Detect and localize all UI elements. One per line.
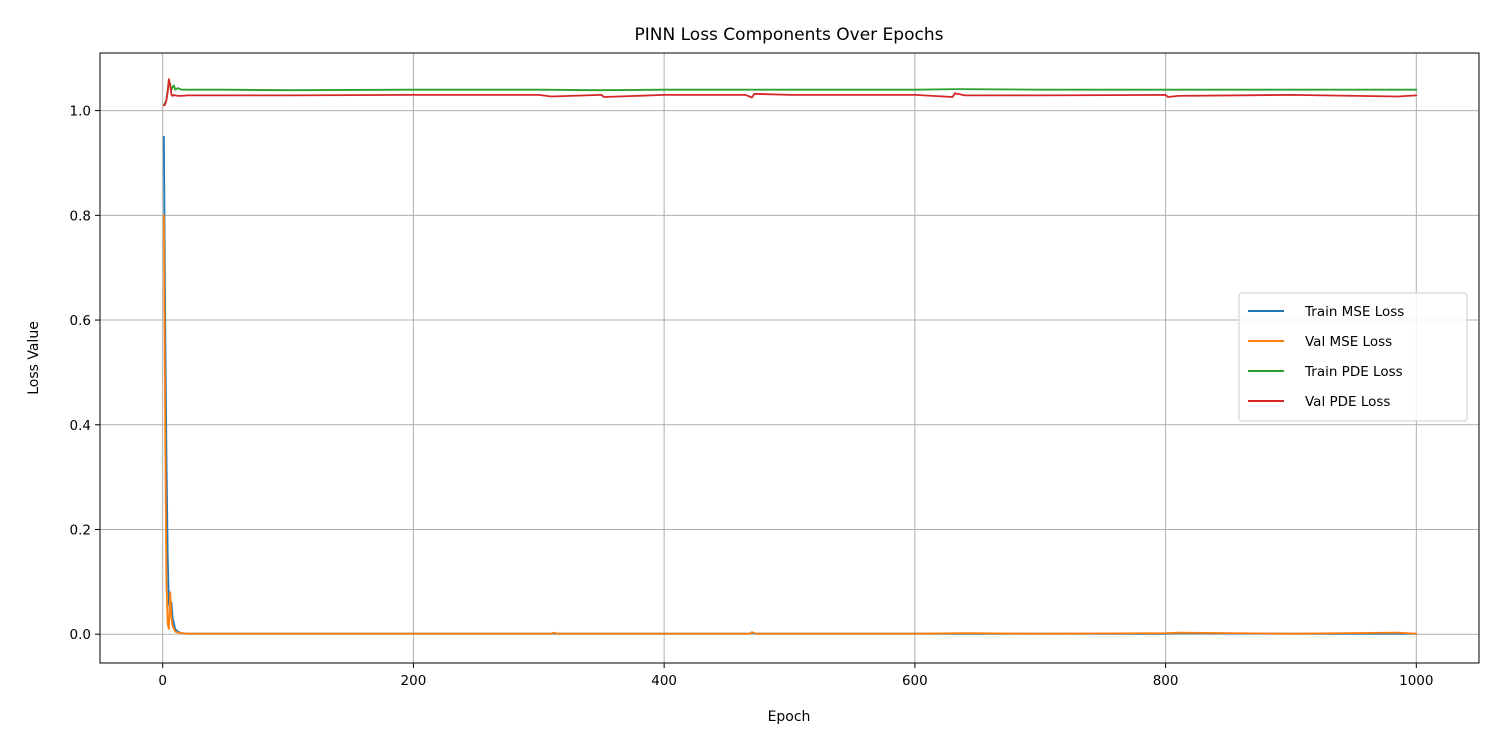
x-tick-label: 0 xyxy=(158,673,167,689)
series-line-val-mse-loss xyxy=(162,214,1418,635)
x-tick-label: 400 xyxy=(651,673,677,689)
y-axis-ticks: 0.0 0.2 0.4 0.6 0.8 1.0 xyxy=(70,104,100,643)
legend-label: Train MSE Loss xyxy=(1304,304,1404,320)
y-tick-label: 0.8 xyxy=(70,208,91,224)
chart-title: PINN Loss Components Over Epochs xyxy=(635,25,944,45)
y-tick-label: 1.0 xyxy=(70,104,91,120)
x-axis-label: Epoch xyxy=(768,709,811,725)
legend: Train MSE Loss Val MSE Loss Train PDE Loss… xyxy=(1238,292,1468,422)
y-tick-label: 0.4 xyxy=(70,418,91,434)
x-axis-ticks: 0 200 400 600 800 1000 xyxy=(158,663,1433,689)
y-axis-label: Loss Value xyxy=(26,321,42,395)
x-tick-label: 1000 xyxy=(1399,673,1433,689)
x-tick-label: 200 xyxy=(401,673,427,689)
series-lines xyxy=(162,78,1418,635)
y-tick-label: 0.0 xyxy=(70,627,91,643)
plot-frame xyxy=(99,52,1480,664)
legend-box xyxy=(1238,292,1468,422)
x-tick-label: 600 xyxy=(902,673,928,689)
x-tick-label: 800 xyxy=(1153,673,1179,689)
series-line-val-pde-loss xyxy=(162,78,1418,107)
legend-label: Train PDE Loss xyxy=(1304,364,1403,380)
y-tick-label: 0.2 xyxy=(70,522,91,538)
y-tick-label: 0.6 xyxy=(70,313,91,329)
legend-label: Val MSE Loss xyxy=(1305,334,1392,350)
legend-label: Val PDE Loss xyxy=(1305,394,1390,410)
